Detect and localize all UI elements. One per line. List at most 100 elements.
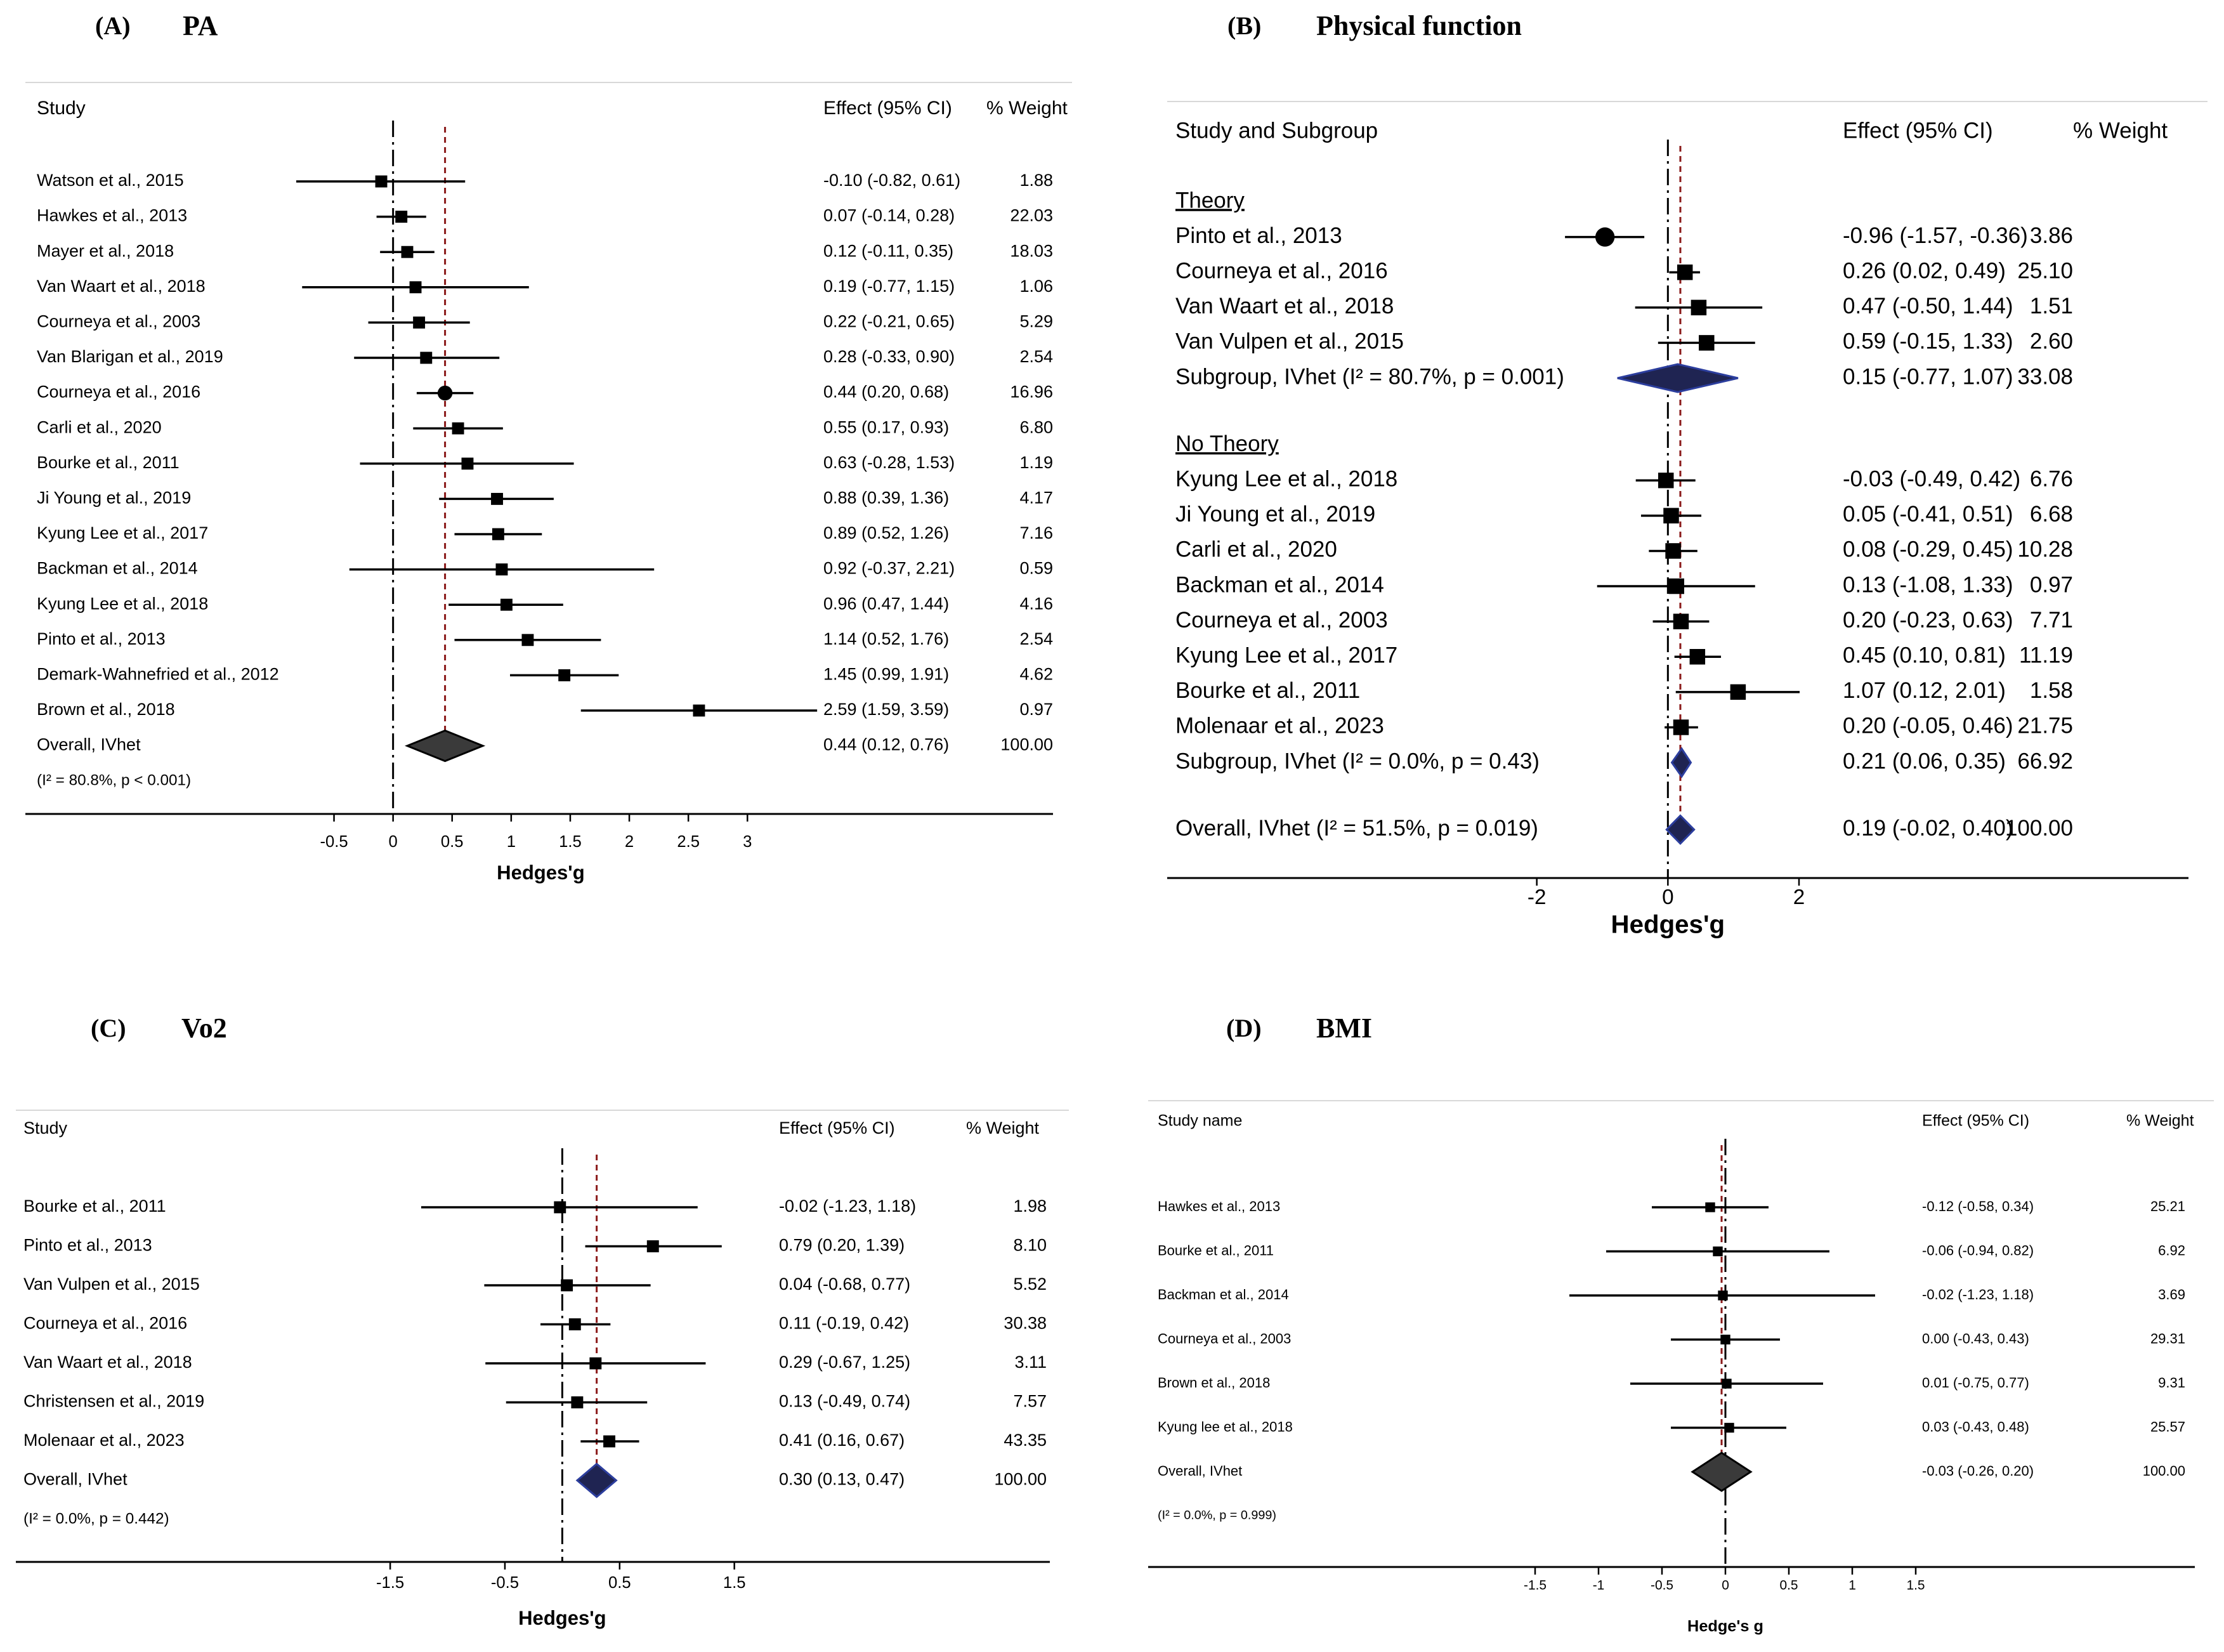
effect-ci-text: 0.29 (-0.67, 1.25) [779, 1353, 910, 1372]
study-label: Watson et al., 2015 [37, 171, 184, 190]
weight-text: 1.51 [2030, 294, 2073, 318]
header-weight: % Weight [986, 98, 1068, 119]
point-estimate-square [420, 351, 433, 364]
x-tick-label: 1 [507, 833, 516, 851]
study-label: Van Waart et al., 2018 [23, 1353, 192, 1372]
effect-ci-text: 0.45 (0.10, 0.81) [1843, 643, 2006, 667]
effect-ci-text: 0.13 (-0.49, 0.74) [779, 1392, 910, 1411]
effect-ci-text: 0.96 (0.47, 1.44) [823, 594, 949, 613]
study-label: Molenaar et al., 2023 [1175, 714, 1384, 738]
weight-text: 9.31 [2158, 1375, 2185, 1391]
x-axis-title: Hedges'g [1611, 910, 1725, 939]
effect-ci-text: 0.47 (-0.50, 1.44) [1843, 294, 2013, 318]
effect-ci-text: 0.11 (-0.19, 0.42) [779, 1314, 909, 1333]
point-estimate-square [1730, 684, 1746, 700]
subgroup-heading: No Theory [1175, 431, 1279, 456]
subgroup-diamond [1670, 747, 1692, 778]
heterogeneity-note: (I² = 80.8%, p < 0.001) [37, 772, 191, 789]
study-label: Kyung Lee et al., 2017 [1175, 643, 1397, 667]
weight-text: 3.86 [2030, 223, 2073, 248]
effect-ci-text: 0.92 (-0.37, 2.21) [823, 559, 955, 578]
weight-text: 100.00 [994, 1470, 1047, 1489]
x-tick-label: 1.5 [1906, 1578, 1925, 1593]
weight-text: 3.69 [2158, 1287, 2185, 1302]
overall-label: Overall, IVhet (I² = 51.5%, p = 0.019) [1175, 816, 1538, 841]
point-estimate-square [521, 634, 534, 646]
study-label: Pinto et al., 2013 [23, 1236, 152, 1255]
effect-ci-text: 1.45 (0.99, 1.91) [823, 665, 949, 684]
point-estimate-square [1665, 543, 1681, 559]
effect-ci-text: 1.07 (0.12, 2.01) [1843, 678, 2006, 703]
weight-text: 3.11 [1014, 1353, 1047, 1372]
effect-ci-text: 0.13 (-1.08, 1.33) [1843, 572, 2013, 597]
study-label: Kyung Lee et al., 2018 [1175, 466, 1397, 491]
weight-text: 7.16 [1019, 523, 1053, 542]
point-estimate-square [1705, 1202, 1715, 1212]
weight-text: 2.60 [2030, 329, 2073, 354]
weight-text: 21.75 [2017, 714, 2073, 738]
point-estimate-square [491, 492, 503, 505]
point-estimate-square [413, 316, 426, 329]
point-estimate-square [1658, 472, 1674, 488]
weight-text: 100.00 [2143, 1463, 2185, 1479]
x-tick-label: 0.5 [1779, 1578, 1798, 1593]
effect-ci-text: -0.06 (-0.94, 0.82) [1922, 1242, 2034, 1258]
weight-text: 0.97 [1019, 700, 1053, 719]
study-label: Carli et al., 2020 [37, 417, 162, 436]
weight-text: 10.28 [2017, 537, 2073, 562]
x-tick-label: 1.5 [559, 833, 582, 851]
point-estimate-square [1718, 1290, 1728, 1301]
x-tick-label: -0.5 [320, 833, 348, 851]
study-label: Brown et al., 2018 [1158, 1375, 1270, 1391]
effect-ci-text: 0.55 (0.17, 0.93) [823, 417, 949, 436]
effect-ci-text: -0.02 (-1.23, 1.18) [779, 1196, 916, 1216]
study-label: Demark-Wahnefried et al., 2012 [37, 665, 279, 684]
effect-ci-text: 0.15 (-0.77, 1.07) [1843, 364, 2013, 389]
study-label: Carli et al., 2020 [1175, 537, 1337, 562]
header-study: Study name [1158, 1112, 1242, 1130]
point-estimate-square [1722, 1379, 1732, 1389]
subgroup-diamond [1617, 363, 1739, 393]
weight-text: 1.06 [1019, 277, 1053, 296]
effect-ci-text: 0.44 (0.12, 0.76) [823, 735, 949, 754]
effect-ci-text: 0.20 (-0.23, 0.63) [1843, 608, 2013, 633]
point-estimate-square [1668, 578, 1685, 594]
effect-ci-text: 0.41 (0.16, 0.67) [779, 1431, 905, 1450]
effect-ci-text: 0.28 (-0.33, 0.90) [823, 347, 955, 366]
overall-diamond [1665, 814, 1696, 845]
x-tick-label: 0.5 [608, 1574, 631, 1592]
x-tick-label: -1 [1593, 1578, 1605, 1593]
point-estimate-square [1663, 508, 1679, 524]
weight-text: 4.16 [1019, 594, 1053, 613]
study-label: Courneya et al., 2016 [23, 1314, 187, 1333]
panel-title: BMI [1316, 1013, 1372, 1044]
weight-text: 7.57 [1013, 1392, 1047, 1411]
forest-panel-b: (B) Physical function Study and Subgroup Ef… [1167, 10, 2208, 939]
weight-text: 4.17 [1019, 488, 1053, 508]
weight-text: 6.76 [2030, 466, 2073, 491]
header-effect: Effect (95% CI) [823, 98, 952, 119]
point-estimate-square [492, 528, 504, 541]
study-label: Bourke et al., 2011 [1175, 678, 1360, 703]
weight-text: 2.54 [1019, 347, 1053, 366]
point-estimate-square [1713, 1246, 1723, 1257]
study-label: Hawkes et al., 2013 [37, 206, 187, 225]
x-tick-label: 0 [1662, 886, 1674, 909]
overall-label: Overall, IVhet [37, 735, 141, 754]
heterogeneity-note: (I² = 0.0%, p = 0.442) [23, 1510, 169, 1527]
weight-text: 100.00 [1000, 735, 1053, 754]
point-estimate-circle [437, 385, 453, 401]
point-estimate-square [693, 704, 705, 717]
point-estimate-square [1689, 648, 1706, 665]
weight-text: 6.92 [2158, 1242, 2185, 1258]
study-label: Ji Young et al., 2019 [1175, 502, 1375, 527]
weight-text: 1.98 [1013, 1196, 1047, 1216]
weight-text: 4.62 [1019, 665, 1053, 684]
point-estimate-circle [1595, 227, 1615, 247]
weight-text: 18.03 [1010, 241, 1053, 260]
x-axis-title: Hedges'g [518, 1607, 606, 1629]
point-estimate-square [589, 1357, 602, 1370]
subgroup-label: Subgroup, IVhet (I² = 0.0%, p = 0.43) [1175, 749, 1540, 773]
weight-text: 1.19 [1019, 453, 1053, 472]
